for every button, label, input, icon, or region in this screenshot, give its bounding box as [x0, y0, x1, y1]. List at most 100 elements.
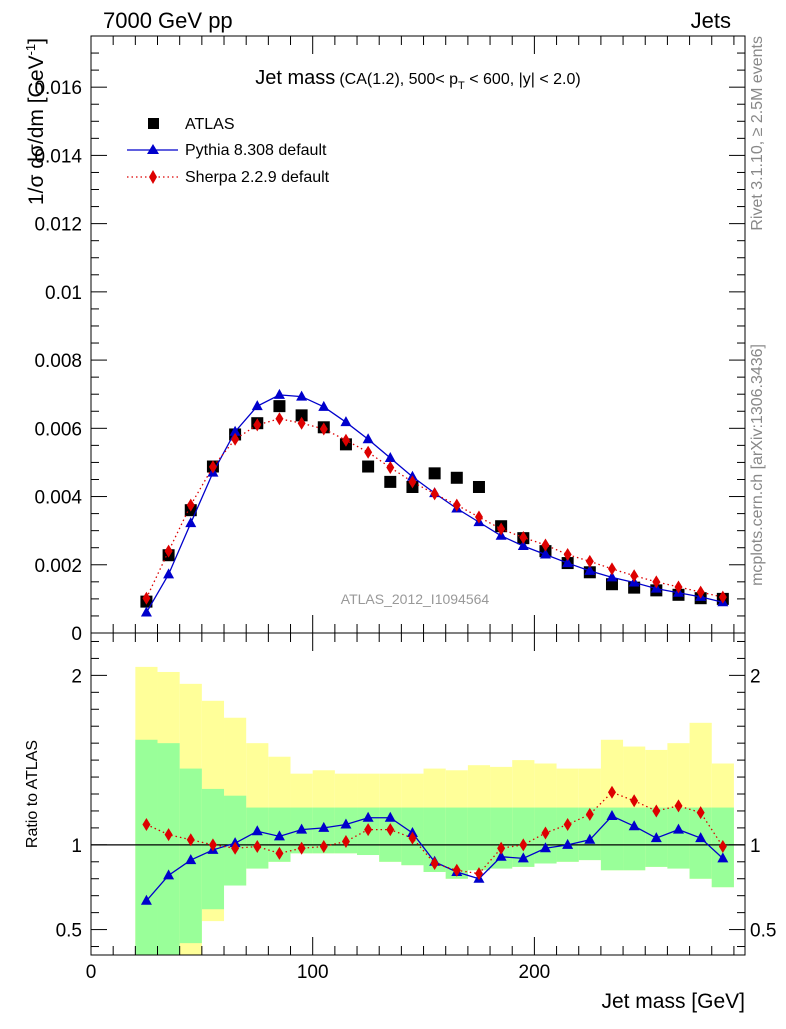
band-inner-24: [667, 807, 690, 869]
band-inner-25: [689, 807, 712, 879]
data-point-2-6: [275, 846, 284, 860]
data-point-2-7: [297, 841, 306, 855]
data-point-1-19: [562, 838, 574, 849]
data-point-2-13: [430, 487, 439, 501]
data-point-2-5: [253, 840, 262, 854]
mcplots-label: mcplots.cern.ch [arXiv:1306.3436]: [749, 344, 766, 586]
x-axis-label: Jet mass [GeV]: [601, 990, 745, 1013]
header-left: 7000 GeV pp: [103, 8, 233, 33]
data-point-1-18: [539, 842, 551, 853]
main-y-label: 1/σ dσ/dm [GeV-1]: [23, 38, 48, 205]
legend-marker-square: [148, 118, 159, 129]
data-point-1-22: [628, 820, 640, 831]
data-point-2-18: [541, 826, 550, 840]
data-point-2-5: [253, 418, 262, 432]
data-point-2-12: [408, 831, 417, 845]
data-point-1-24: [672, 823, 684, 834]
y-tick-label: 0.014: [34, 146, 82, 167]
data-point-2-10: [364, 823, 373, 837]
data-point-2-23: [652, 575, 661, 589]
data-point-2-16: [497, 841, 506, 855]
data-point-2-0: [142, 591, 151, 605]
legend-entry-atlas: ATLAS: [148, 116, 235, 133]
data-point-1-1: [163, 568, 175, 579]
data-point-2-24: [674, 580, 683, 594]
watermark: ATLAS_2012_I1094564: [341, 591, 490, 607]
data-point-2-25: [696, 806, 705, 820]
data-point-2-16: [497, 522, 506, 536]
data-point-2-20: [585, 554, 594, 568]
title-main: Jet mass: [255, 67, 335, 89]
data-point-2-26: [718, 590, 727, 604]
ratio-plot-area: [91, 785, 745, 905]
data-point-2-2: [186, 498, 195, 512]
data-point-2-0: [142, 818, 151, 832]
x-tick-label: 100: [297, 962, 329, 983]
legend-marker-diamond: [149, 170, 157, 184]
title-sub-b: < 600, |y| < 2.0): [465, 71, 581, 88]
y-label-sup: -1: [23, 44, 38, 56]
data-point-2-20: [585, 807, 594, 821]
legend-label-sherpa: Sherpa 2.2.9 default: [185, 169, 330, 186]
data-point-1-16: [495, 850, 507, 861]
data-point-2-14: [452, 863, 461, 877]
data-point-1-21: [606, 571, 618, 582]
data-point-2-18: [541, 538, 550, 552]
data-point-2-22: [630, 569, 639, 583]
y-tick-label: 0.016: [34, 78, 82, 99]
ratio-bands: [135, 666, 734, 955]
data-point-1-7: [296, 823, 308, 834]
band-inner-16: [490, 807, 513, 869]
data-point-2-12: [408, 475, 417, 489]
data-point-1-9: [340, 416, 352, 427]
data-point-1-10: [362, 811, 374, 822]
data-point-2-22: [630, 794, 639, 808]
data-point-2-3: [208, 460, 217, 474]
data-point-2-1: [164, 828, 173, 842]
legend-marker-triangle: [147, 144, 159, 154]
data-point-2-9: [341, 433, 350, 447]
data-point-2-2: [186, 833, 195, 847]
band-inner-15: [467, 807, 491, 871]
data-point-2-3: [208, 838, 217, 852]
data-point-2-14: [452, 498, 461, 512]
data-point-1-8: [318, 821, 330, 832]
legend-label-pythia: Pythia 8.308 default: [185, 142, 327, 159]
band-inner-21: [600, 807, 624, 871]
data-point-2-10: [364, 445, 373, 459]
data-point-2-19: [563, 818, 572, 832]
main-y-axis: 0 0.002 0.004 0.006 0.008 0.01 0.012 0.014 0.016: [34, 35, 745, 645]
data-point-1-6: [273, 388, 285, 399]
data-point-1-20: [584, 833, 596, 844]
rivet-label: Rivet 3.1.10, ≥ 2.5M events: [749, 36, 766, 231]
band-inner-0: [135, 739, 158, 955]
y-tick-label: 0.01: [45, 283, 82, 304]
data-point-0-7: [295, 409, 308, 422]
data-point-1-5: [251, 825, 263, 836]
data-point-1-18: [539, 548, 551, 559]
y-tick-label: 0.002: [34, 556, 82, 577]
y-tick-label: 0.012: [34, 215, 82, 236]
band-inner-14: [445, 807, 468, 879]
ratio-panel: 0.5 0.5 1 1 2 2 0 100 200 Ratio to ATLAS Jet ma…: [24, 632, 776, 1013]
data-point-1-20: [584, 564, 596, 575]
band-inner-5: [246, 807, 269, 869]
data-point-1-6: [273, 830, 285, 841]
data-point-1-10: [362, 433, 374, 444]
data-point-1-5: [251, 400, 263, 411]
data-point-2-19: [563, 548, 572, 562]
band-inner-9: [334, 807, 358, 854]
data-point-2-1: [164, 544, 173, 558]
data-point-1-7: [296, 390, 308, 401]
ratio-y-axis: 0.5 0.5 1 1 2 2: [56, 640, 776, 948]
y-tick-label: 0.006: [34, 419, 82, 440]
data-point-1-26: [717, 852, 729, 863]
legend: ATLAS Pythia 8.308 default Sherpa 2.2.9 …: [127, 116, 330, 186]
data-point-1-17: [517, 852, 529, 863]
data-point-0-10: [362, 460, 375, 473]
legend-entry-pythia: Pythia 8.308 default: [127, 142, 327, 159]
data-point-1-25: [695, 832, 707, 843]
data-point-2-11: [386, 461, 395, 475]
